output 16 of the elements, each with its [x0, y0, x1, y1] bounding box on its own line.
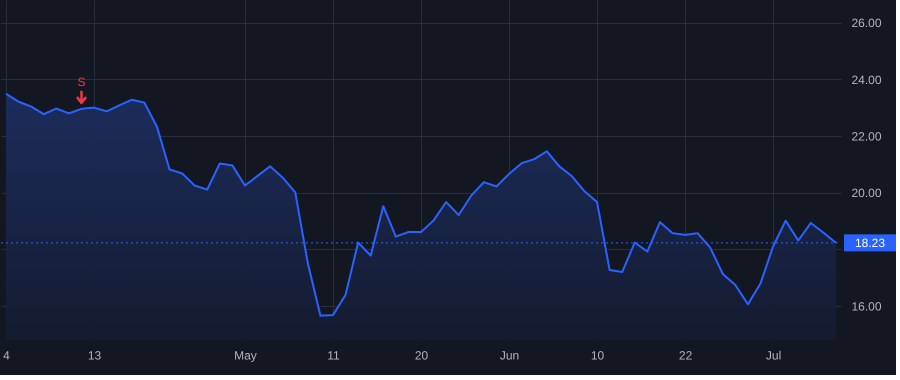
x-tick-label: 4: [3, 348, 10, 362]
annotation: S: [77, 74, 86, 89]
x-tick-label: May: [234, 348, 257, 362]
x-tick-label: Jul: [766, 348, 782, 362]
x-tick-label: 22: [678, 348, 693, 362]
y-tick-label: 22.00: [852, 130, 882, 144]
x-tick-label: 13: [88, 348, 102, 362]
y-tick-label: 20.00: [852, 186, 882, 200]
y-tick-label: 24.00: [852, 72, 882, 87]
x-tick-label: Jun: [500, 348, 520, 362]
y-tick-label: 26.00: [852, 16, 882, 30]
y-tick-label: 16.00: [852, 300, 882, 314]
x-tick-label: 10: [590, 348, 605, 362]
x-tick-label: 20: [414, 348, 428, 362]
ref-line-label: 18.23: [854, 236, 886, 250]
x-tick-label: 11: [327, 348, 340, 362]
